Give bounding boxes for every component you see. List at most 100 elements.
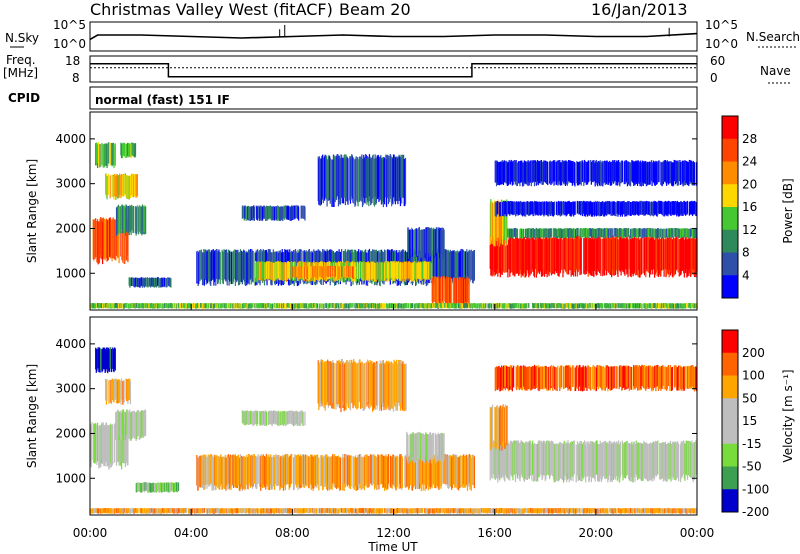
echo-cell	[158, 508, 161, 514]
echo-cell	[413, 263, 415, 283]
echo-cell	[329, 266, 331, 277]
echo-cell	[344, 362, 347, 408]
echo-cell	[112, 303, 114, 308]
echo-cell	[553, 444, 555, 483]
echo-cell	[279, 206, 281, 221]
echo-cell	[158, 303, 160, 309]
echo-cell	[534, 366, 536, 390]
echo-cell	[347, 303, 349, 309]
echo-cell	[630, 239, 632, 278]
echo-cell	[643, 228, 646, 237]
echo-cell	[120, 412, 122, 441]
echo-cell	[134, 411, 136, 440]
echo-cell	[329, 457, 331, 491]
echo-cell	[325, 265, 328, 277]
echo-cell	[430, 303, 433, 309]
echo-cell	[204, 249, 206, 280]
echo-cell	[213, 454, 216, 486]
echo-cell	[663, 201, 665, 215]
echo-cell	[605, 236, 607, 271]
echo-cell	[617, 160, 619, 183]
echo-cell	[401, 362, 403, 409]
echo-cell	[305, 250, 307, 281]
echo-cell	[300, 262, 302, 281]
echo-cell	[115, 303, 117, 309]
echo-cell	[437, 279, 439, 308]
echo-cell	[358, 359, 360, 403]
echo-cell	[379, 262, 381, 281]
echo-cell	[676, 442, 678, 479]
echo-cell	[344, 158, 347, 206]
echo-cell	[664, 303, 666, 308]
echo-cell	[196, 508, 198, 514]
echo-cell	[447, 303, 449, 308]
echo-cell	[260, 508, 262, 514]
echo-cell	[599, 440, 601, 475]
echo-cell	[398, 154, 400, 198]
echo-cell	[519, 200, 522, 214]
echo-cell	[494, 441, 496, 476]
echo-cell	[352, 266, 354, 277]
echo-cell	[287, 454, 289, 485]
echo-cell	[127, 380, 129, 404]
echo-cell	[695, 440, 697, 475]
echo-cell	[673, 365, 675, 387]
echo-cell	[246, 303, 249, 309]
echo-cell	[337, 362, 339, 408]
echo-cell	[662, 235, 664, 271]
echo-cell	[144, 482, 146, 491]
echo-cell	[566, 365, 568, 388]
echo-cell	[173, 483, 175, 493]
echo-cell	[532, 228, 534, 237]
echo-cell	[409, 454, 412, 486]
echo-cell	[503, 160, 505, 182]
echo-cell	[540, 303, 542, 308]
echo-cell	[330, 456, 332, 490]
echo-cell	[408, 261, 410, 279]
echo-cell	[223, 303, 225, 309]
echo-cell	[419, 230, 421, 259]
echo-cell	[96, 143, 98, 166]
echo-cell	[692, 444, 694, 483]
echo-cell	[127, 508, 130, 513]
echo-cell	[384, 362, 386, 408]
echo-cell	[554, 366, 556, 390]
echo-cell	[366, 454, 369, 485]
echo-cell	[553, 162, 555, 186]
echo-cell	[250, 206, 252, 221]
echo-cell	[311, 266, 313, 278]
echo-cell	[509, 365, 512, 387]
echo-cell	[389, 455, 391, 487]
echo-cell	[102, 422, 104, 461]
echo-cell	[208, 250, 210, 282]
echo-cell	[648, 443, 650, 482]
echo-cell	[678, 202, 680, 217]
echo-cell	[255, 260, 257, 278]
echo-cell	[664, 228, 666, 239]
echo-cell	[695, 228, 697, 238]
echo-cell	[226, 508, 228, 514]
echo-cell	[497, 237, 500, 274]
echo-cell	[96, 219, 99, 260]
echo-cell	[533, 238, 535, 276]
echo-cell	[184, 508, 187, 513]
echo-cell	[674, 303, 677, 309]
echo-cell	[260, 508, 262, 514]
echo-cell	[413, 303, 415, 309]
echo-cell	[456, 250, 458, 282]
echo-cell	[217, 303, 219, 308]
echo-cell	[103, 425, 106, 467]
echo-cell	[594, 228, 596, 239]
echo-cell	[107, 173, 109, 196]
echo-cell	[241, 250, 243, 283]
echo-cell	[333, 266, 335, 278]
echo-cell	[335, 251, 338, 283]
echo-cell	[232, 303, 235, 309]
echo-cell	[600, 162, 602, 187]
echo-cell	[260, 411, 262, 425]
echo-cell	[296, 456, 298, 488]
echo-cell	[345, 454, 347, 485]
echo-cell	[685, 228, 687, 238]
echo-cell	[101, 508, 103, 514]
echo-cell	[296, 303, 298, 309]
